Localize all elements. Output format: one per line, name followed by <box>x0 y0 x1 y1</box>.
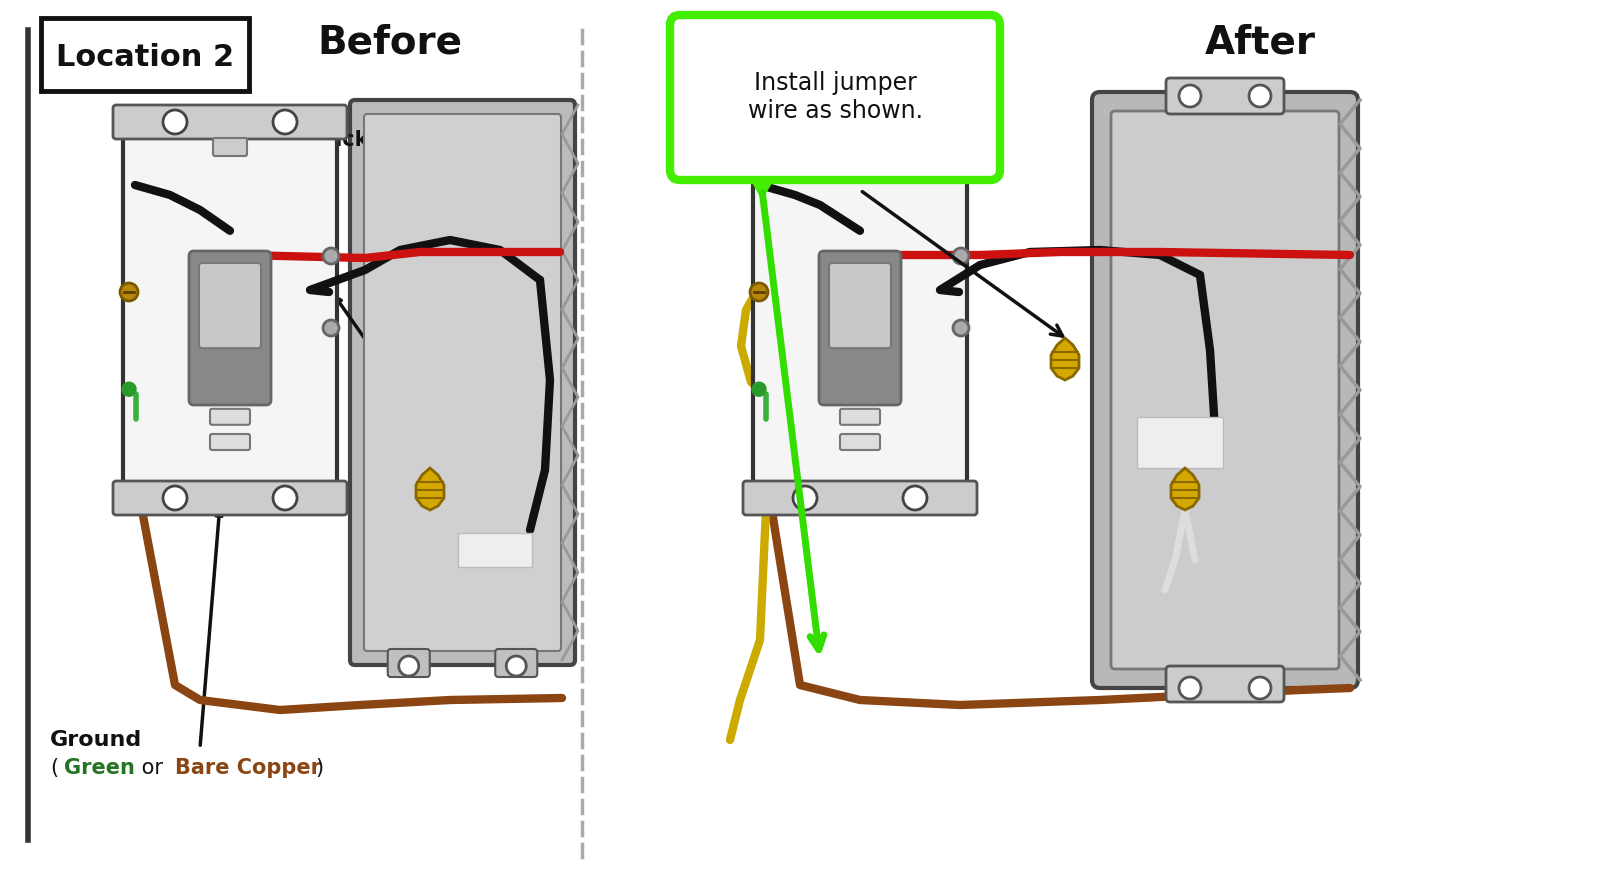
FancyBboxPatch shape <box>1166 78 1283 114</box>
Circle shape <box>1250 677 1270 699</box>
Text: Install jumper
wire as shown.: Install jumper wire as shown. <box>747 71 923 123</box>
Circle shape <box>750 283 768 301</box>
Text: Color: Color <box>419 375 482 395</box>
Text: Screw: Screw <box>419 400 491 420</box>
Circle shape <box>506 656 526 676</box>
Circle shape <box>954 320 970 336</box>
FancyBboxPatch shape <box>365 114 562 651</box>
Circle shape <box>163 110 187 134</box>
FancyBboxPatch shape <box>819 251 901 405</box>
FancyBboxPatch shape <box>189 251 270 405</box>
FancyBboxPatch shape <box>670 15 1000 180</box>
Text: Bare Copper: Bare Copper <box>174 758 322 778</box>
Polygon shape <box>1051 338 1078 380</box>
FancyBboxPatch shape <box>210 408 250 425</box>
Circle shape <box>954 248 970 264</box>
FancyBboxPatch shape <box>1091 92 1358 688</box>
Circle shape <box>1250 85 1270 107</box>
FancyBboxPatch shape <box>213 138 246 156</box>
Circle shape <box>323 320 339 336</box>
FancyBboxPatch shape <box>840 408 880 425</box>
Circle shape <box>163 486 187 510</box>
Text: Green: Green <box>64 758 134 778</box>
FancyBboxPatch shape <box>387 649 430 677</box>
Circle shape <box>1179 85 1202 107</box>
FancyBboxPatch shape <box>742 481 978 515</box>
FancyBboxPatch shape <box>742 105 978 139</box>
Text: Before: Before <box>317 23 462 61</box>
Circle shape <box>398 656 419 676</box>
Polygon shape <box>750 170 774 192</box>
Text: Ground: Ground <box>50 730 142 750</box>
FancyBboxPatch shape <box>496 649 538 677</box>
Text: Location 2: Location 2 <box>56 43 234 71</box>
Text: Non-Black Wire: Non-Black Wire <box>250 130 430 150</box>
FancyBboxPatch shape <box>1166 666 1283 702</box>
FancyBboxPatch shape <box>1110 111 1339 669</box>
Text: or: or <box>134 758 170 778</box>
Circle shape <box>323 248 339 264</box>
FancyBboxPatch shape <box>1138 417 1222 468</box>
FancyBboxPatch shape <box>42 18 250 91</box>
FancyBboxPatch shape <box>350 100 574 665</box>
Circle shape <box>1179 677 1202 699</box>
FancyBboxPatch shape <box>198 263 261 348</box>
FancyBboxPatch shape <box>458 533 531 567</box>
Circle shape <box>902 486 926 510</box>
FancyBboxPatch shape <box>123 122 338 498</box>
Text: (: ( <box>50 758 58 778</box>
Text: Different: Different <box>419 350 526 370</box>
FancyBboxPatch shape <box>840 434 880 450</box>
Circle shape <box>794 486 818 510</box>
Circle shape <box>794 110 818 134</box>
Circle shape <box>902 110 926 134</box>
FancyBboxPatch shape <box>829 263 891 348</box>
FancyBboxPatch shape <box>754 122 966 498</box>
FancyBboxPatch shape <box>210 434 250 450</box>
Circle shape <box>122 382 136 396</box>
FancyBboxPatch shape <box>114 481 347 515</box>
Text: After: After <box>1205 23 1315 61</box>
Circle shape <box>274 110 298 134</box>
FancyBboxPatch shape <box>843 138 877 156</box>
Text: ): ) <box>315 758 323 778</box>
Polygon shape <box>1171 468 1198 510</box>
Circle shape <box>120 283 138 301</box>
Circle shape <box>274 486 298 510</box>
FancyBboxPatch shape <box>114 105 347 139</box>
Polygon shape <box>416 468 445 510</box>
Circle shape <box>752 382 766 396</box>
